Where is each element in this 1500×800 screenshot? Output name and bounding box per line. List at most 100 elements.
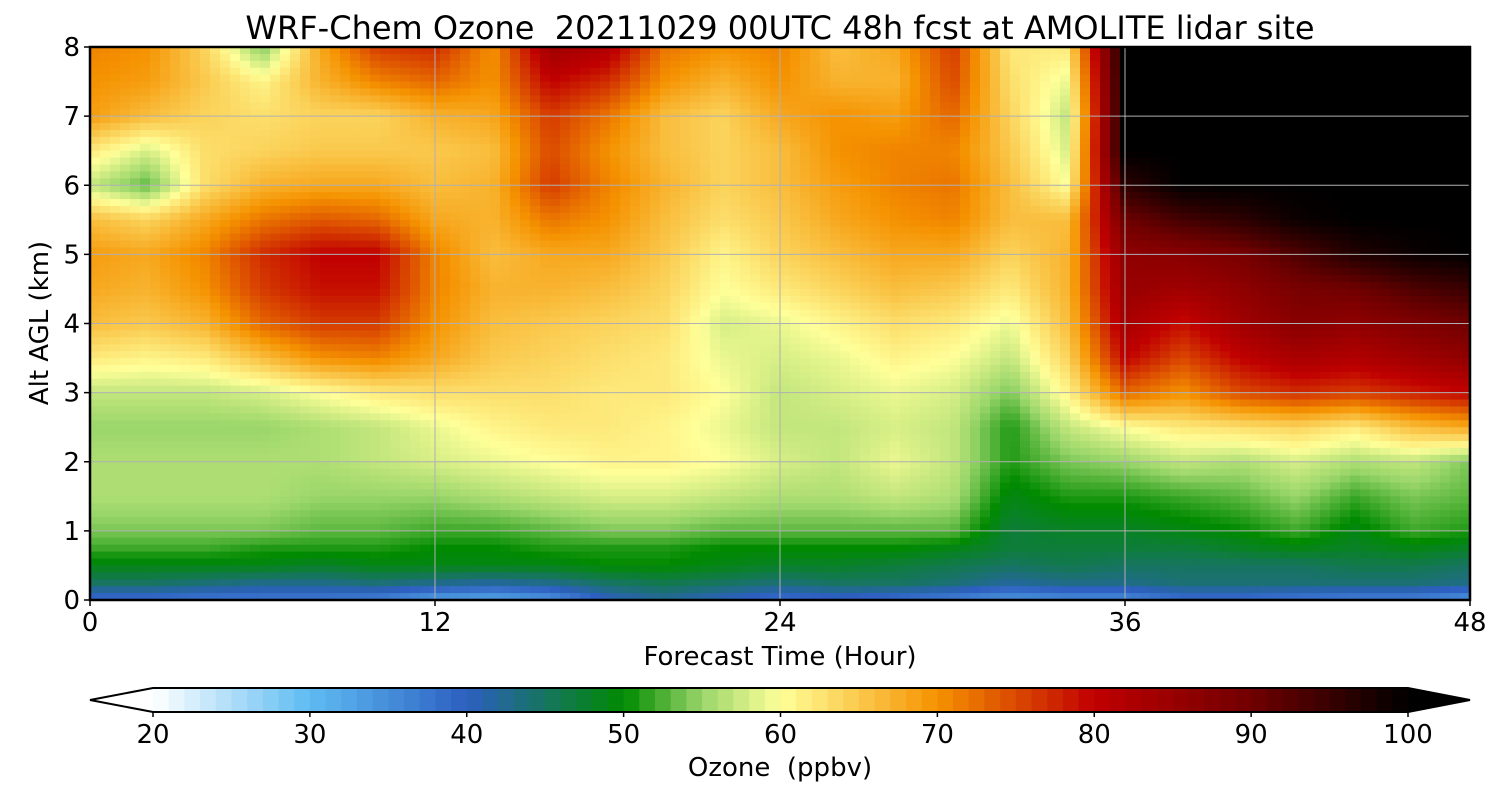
heatmap-cell [130, 261, 141, 269]
heatmap-cell [1280, 219, 1291, 228]
heatmap-cell [1330, 109, 1341, 117]
heatmap-cell [150, 282, 161, 290]
heatmap-cell [1310, 288, 1321, 297]
heatmap-cell [900, 254, 911, 262]
heatmap-cell [260, 212, 271, 221]
heatmap-cell [1200, 116, 1211, 124]
heatmap-cell [690, 53, 701, 62]
heatmap-cell [1270, 199, 1281, 207]
heatmap-cell [1140, 261, 1151, 269]
heatmap-cell [1260, 129, 1271, 138]
heatmap-cell [360, 47, 371, 55]
heatmap-cell [780, 226, 791, 235]
heatmap-cell [930, 47, 941, 55]
heatmap-cell [460, 192, 471, 200]
heatmap-cell [190, 268, 201, 276]
heatmap-cell [640, 226, 651, 235]
heatmap-cell [1040, 47, 1051, 55]
heatmap-cell [1090, 81, 1101, 90]
heatmap-cell [780, 185, 791, 193]
heatmap-cell [170, 81, 181, 90]
heatmap-cell [130, 67, 141, 76]
heatmap-cell [1080, 74, 1091, 83]
heatmap-cell [390, 81, 401, 90]
heatmap-cell [1290, 199, 1301, 207]
heatmap-cell [1250, 199, 1261, 207]
heatmap-cell [570, 129, 581, 138]
heatmap-cell [210, 136, 221, 145]
heatmap-cell [690, 60, 701, 69]
heatmap-cell [1010, 212, 1021, 221]
heatmap-cell [1320, 164, 1331, 173]
heatmap-cell [320, 95, 331, 103]
heatmap-cell [650, 247, 661, 255]
heatmap-cell [310, 88, 321, 96]
heatmap-cell [290, 268, 301, 276]
heatmap-cell [500, 164, 511, 173]
heatmap-cell [1430, 74, 1441, 83]
heatmap-cell [1230, 219, 1241, 228]
heatmap-cell [1370, 268, 1381, 276]
heatmap-cell [1260, 212, 1271, 221]
heatmap-cell [1130, 240, 1141, 249]
heatmap-cell [1180, 53, 1191, 62]
heatmap-cell [1000, 67, 1011, 76]
heatmap-cell [1390, 282, 1401, 290]
heatmap-cell [190, 60, 201, 69]
heatmap-cell [330, 261, 341, 269]
heatmap-cell [980, 109, 991, 117]
heatmap-cell [1460, 254, 1470, 262]
heatmap-cell [970, 157, 981, 166]
heatmap-cell [800, 233, 811, 242]
heatmap-cell [210, 164, 221, 173]
heatmap-cell [150, 254, 161, 262]
heatmap-cell [700, 282, 711, 290]
heatmap-cell [1310, 171, 1321, 179]
heatmap-cell [570, 247, 581, 255]
heatmap-cell [1170, 178, 1181, 186]
heatmap-cell [90, 102, 101, 110]
heatmap-cell [590, 53, 601, 62]
heatmap-cell [1290, 275, 1301, 283]
heatmap-cell [270, 116, 281, 124]
heatmap-cell [580, 136, 591, 145]
heatmap-cell [1430, 192, 1441, 200]
heatmap-cell [500, 171, 511, 179]
heatmap-cell [700, 178, 711, 186]
heatmap-cell [1060, 109, 1071, 117]
heatmap-cell [1260, 171, 1271, 179]
heatmap-cell [880, 282, 891, 290]
heatmap-cell [280, 116, 291, 124]
heatmap-cell [670, 212, 681, 221]
heatmap-cell [1220, 53, 1231, 62]
heatmap-cell [1100, 123, 1111, 131]
heatmap-cell [270, 60, 281, 69]
heatmap-cell [740, 60, 751, 69]
heatmap-cell [300, 261, 311, 269]
heatmap-cell [1250, 226, 1261, 235]
heatmap-cell [420, 67, 431, 76]
heatmap-cell [630, 143, 641, 152]
heatmap-cell [410, 212, 421, 221]
heatmap-cell [1350, 123, 1361, 131]
heatmap-cell [960, 109, 971, 117]
heatmap-cell [610, 67, 621, 76]
heatmap-cell [700, 219, 711, 228]
heatmap-cell [790, 81, 801, 90]
heatmap-cell [1170, 53, 1181, 62]
heatmap-cell [1260, 275, 1271, 283]
heatmap-cell [550, 226, 561, 235]
heatmap-cell [1080, 164, 1091, 173]
heatmap-cell [930, 226, 941, 235]
heatmap-cell [1360, 60, 1371, 69]
heatmap-cell [450, 261, 461, 269]
heatmap-cell [850, 53, 861, 62]
heatmap-cell [280, 226, 291, 235]
heatmap-cell [700, 240, 711, 249]
heatmap-cell [1130, 261, 1141, 269]
heatmap-cell [140, 129, 151, 138]
heatmap-cell [240, 143, 251, 152]
heatmap-cell [140, 226, 151, 235]
heatmap-cell [1130, 282, 1141, 290]
heatmap-cell [850, 74, 861, 83]
